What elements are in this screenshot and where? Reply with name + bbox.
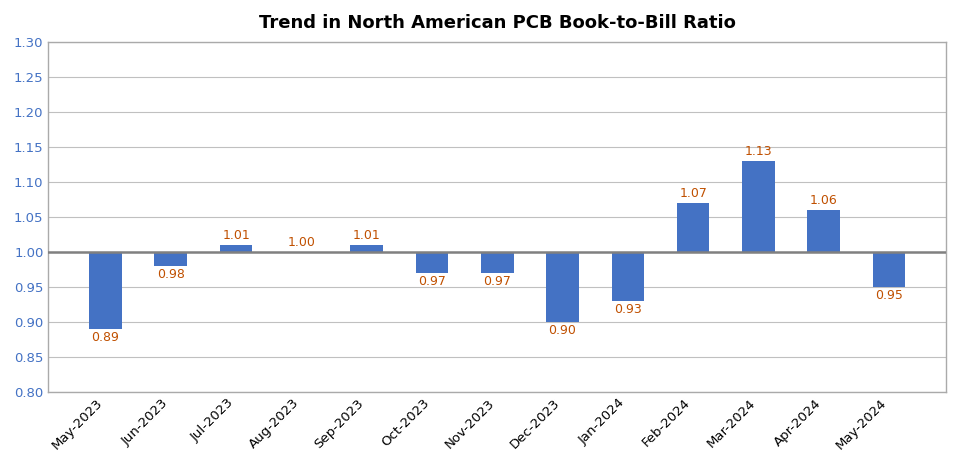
Bar [220,245,252,252]
Bar [546,252,579,322]
Bar [481,252,514,273]
Text: 1.06: 1.06 [810,194,837,207]
Text: 1.00: 1.00 [287,236,315,249]
Text: 1.01: 1.01 [222,229,250,242]
Text: 0.95: 0.95 [876,289,903,302]
Bar [416,252,448,273]
Title: Trend in North American PCB Book-to-Bill Ratio: Trend in North American PCB Book-to-Bill… [259,14,735,32]
Bar [677,203,709,252]
Text: 1.07: 1.07 [679,187,708,200]
Text: 0.97: 0.97 [418,275,445,288]
Text: 0.97: 0.97 [483,275,511,288]
Text: 0.89: 0.89 [91,331,119,344]
Bar [155,252,187,266]
Text: 0.98: 0.98 [156,268,184,281]
Bar [742,161,775,252]
Bar [350,245,383,252]
Text: 0.93: 0.93 [614,303,641,316]
Text: 0.90: 0.90 [548,324,576,337]
Bar [807,210,840,252]
Bar [89,252,122,329]
Bar [873,252,905,287]
Bar [612,252,644,301]
Text: 1.13: 1.13 [745,145,772,158]
Text: 1.01: 1.01 [352,229,380,242]
